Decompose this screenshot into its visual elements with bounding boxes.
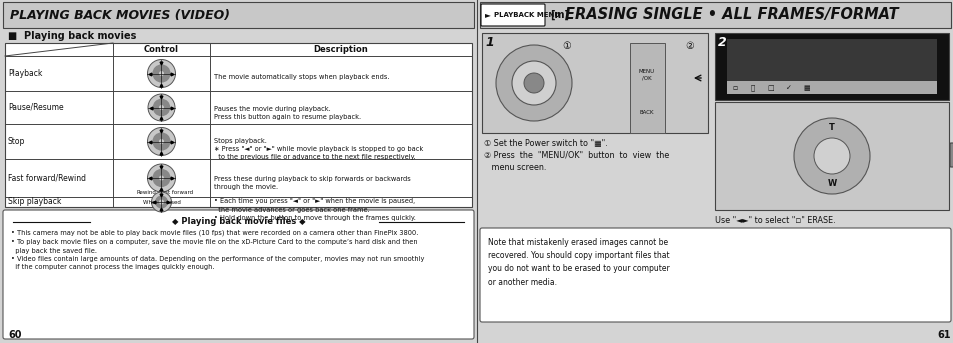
Bar bbox=[714, 33, 948, 100]
Text: [m]: [m] bbox=[550, 10, 568, 20]
Circle shape bbox=[152, 192, 172, 212]
Text: 2: 2 bbox=[718, 36, 726, 49]
Circle shape bbox=[512, 61, 556, 105]
Text: W: W bbox=[826, 179, 836, 189]
Text: T: T bbox=[828, 123, 834, 132]
Bar bbox=[714, 102, 948, 210]
Text: • This camera may not be able to play back movie files (10 fps) that were record: • This camera may not be able to play ba… bbox=[11, 230, 424, 271]
Circle shape bbox=[152, 64, 171, 83]
Circle shape bbox=[152, 99, 170, 116]
FancyBboxPatch shape bbox=[949, 143, 953, 167]
Circle shape bbox=[159, 105, 164, 110]
Text: Description: Description bbox=[314, 45, 368, 54]
Text: Skip playback: Skip playback bbox=[8, 198, 61, 206]
Text: Pause/Resume: Pause/Resume bbox=[8, 103, 64, 112]
Bar bbox=[629, 43, 664, 133]
Text: □: □ bbox=[767, 85, 774, 91]
Text: MENU
/OK: MENU /OK bbox=[639, 69, 655, 81]
Text: 61: 61 bbox=[937, 330, 950, 340]
Circle shape bbox=[523, 73, 543, 93]
Bar bbox=[5, 43, 472, 207]
Text: When paused: When paused bbox=[142, 200, 180, 205]
Text: Pauses the movie during playback.
Press this button again to resume playback.: Pauses the movie during playback. Press … bbox=[213, 106, 361, 120]
Text: Fast forward: Fast forward bbox=[159, 190, 193, 195]
Bar bbox=[3, 2, 474, 28]
FancyBboxPatch shape bbox=[479, 228, 950, 322]
Text: ② Press  the  "MENU/OK"  button  to  view  the
   menu screen.: ② Press the "MENU/OK" button to view the… bbox=[483, 150, 669, 172]
Text: Control: Control bbox=[144, 45, 179, 54]
Text: 60: 60 bbox=[8, 330, 22, 340]
Circle shape bbox=[148, 128, 175, 155]
Text: ✓: ✓ bbox=[785, 85, 791, 91]
Text: PLAYING BACK MOVIES (VIDEO): PLAYING BACK MOVIES (VIDEO) bbox=[10, 10, 230, 23]
Text: Stop: Stop bbox=[8, 137, 26, 146]
Bar bbox=[726, 81, 936, 94]
Circle shape bbox=[148, 164, 175, 192]
Circle shape bbox=[148, 94, 174, 121]
Circle shape bbox=[159, 71, 164, 76]
Bar bbox=[481, 33, 707, 133]
Text: ◽: ◽ bbox=[732, 85, 737, 91]
Text: ◆ Playing back movie files ◆: ◆ Playing back movie files ◆ bbox=[172, 217, 305, 226]
Text: ■  Playing back movies: ■ Playing back movies bbox=[8, 31, 136, 41]
Text: ②: ② bbox=[685, 41, 694, 51]
Text: Stops playback.
∗ Press "◄" or "►" while movie playback is stopped to go back
  : Stops playback. ∗ Press "◄" or "►" while… bbox=[213, 138, 423, 161]
Circle shape bbox=[148, 59, 175, 87]
Text: Use "◄►" to select "◽" ERASE.: Use "◄►" to select "◽" ERASE. bbox=[714, 216, 835, 225]
Text: Rewind: Rewind bbox=[136, 190, 156, 195]
Text: Note that mistakenly erased images cannot be
recovered. You should copy importan: Note that mistakenly erased images canno… bbox=[488, 238, 669, 287]
Circle shape bbox=[159, 176, 164, 180]
Text: 🔑: 🔑 bbox=[750, 85, 755, 91]
Text: Playback: Playback bbox=[8, 69, 42, 78]
Text: ERASING SINGLE • ALL FRAMES/FORMAT: ERASING SINGLE • ALL FRAMES/FORMAT bbox=[564, 8, 898, 23]
Bar bbox=[726, 39, 936, 81]
Circle shape bbox=[793, 118, 869, 194]
Text: The movie automatically stops when playback ends.: The movie automatically stops when playb… bbox=[213, 73, 389, 80]
Text: Fast forward/Rewind: Fast forward/Rewind bbox=[8, 174, 86, 182]
Bar bbox=[479, 2, 950, 28]
Text: ▦: ▦ bbox=[802, 85, 809, 91]
FancyBboxPatch shape bbox=[480, 4, 544, 26]
Circle shape bbox=[496, 45, 572, 121]
Circle shape bbox=[159, 139, 164, 144]
Circle shape bbox=[152, 132, 171, 151]
Text: 1: 1 bbox=[484, 36, 494, 49]
Circle shape bbox=[152, 169, 171, 187]
Text: ①: ① bbox=[562, 41, 571, 51]
Text: PLAYBACK MENU: PLAYBACK MENU bbox=[494, 12, 559, 18]
Text: Press these during playback to skip forwards or backwards
through the movie.: Press these during playback to skip forw… bbox=[213, 176, 411, 190]
Circle shape bbox=[154, 196, 168, 209]
Circle shape bbox=[159, 200, 164, 204]
Circle shape bbox=[813, 138, 849, 174]
Text: ►: ► bbox=[484, 11, 491, 20]
Text: • Each time you press "◄" or "►" when the movie is paused,
  the movie advances : • Each time you press "◄" or "►" when th… bbox=[213, 199, 416, 221]
Text: BACK: BACK bbox=[639, 110, 654, 116]
FancyBboxPatch shape bbox=[3, 210, 474, 339]
Text: ① Set the Power switch to "▦".: ① Set the Power switch to "▦". bbox=[483, 139, 607, 148]
